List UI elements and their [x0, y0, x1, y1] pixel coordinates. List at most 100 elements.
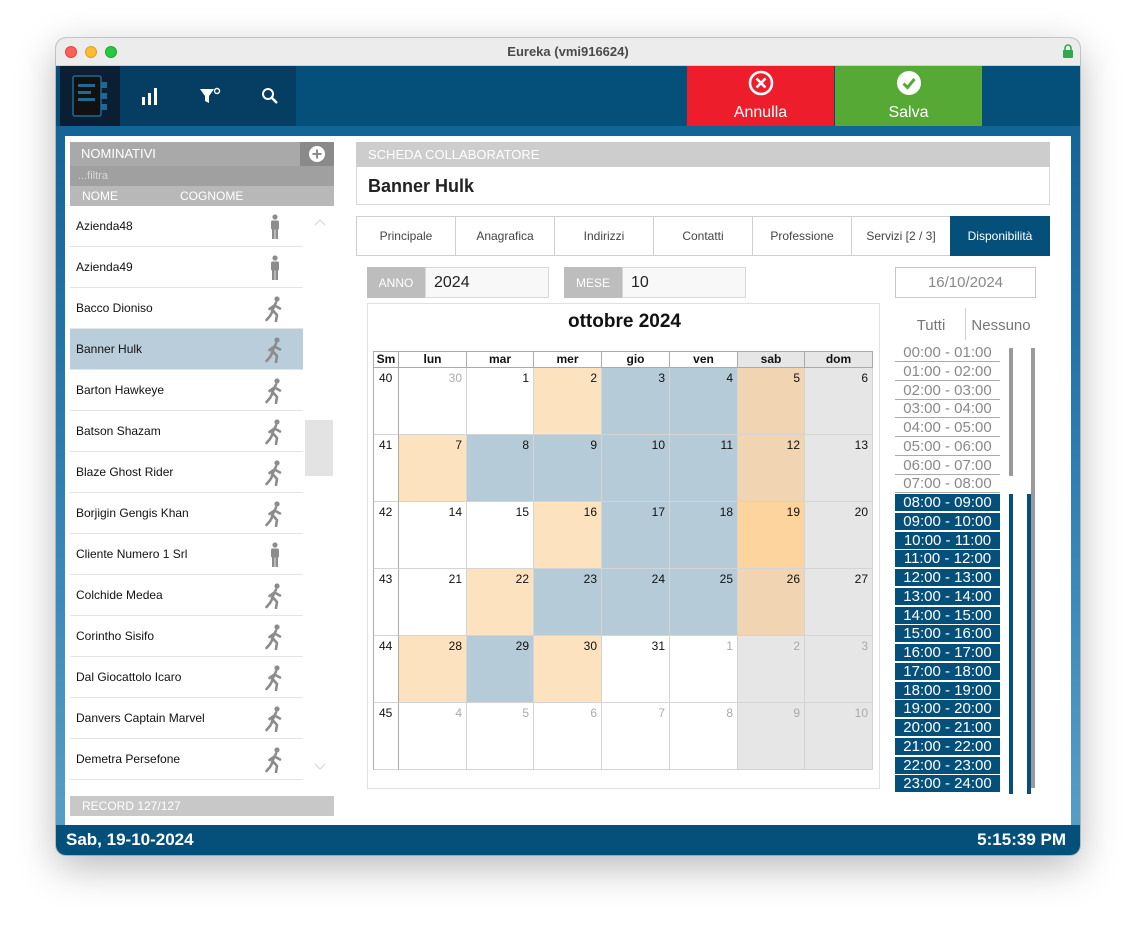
- calendar-day[interactable]: 15: [467, 502, 534, 569]
- calendar-day[interactable]: 12: [738, 435, 805, 502]
- calendar-day[interactable]: 6: [805, 368, 873, 435]
- close-window-button[interactable]: [65, 46, 77, 58]
- tab-servizi-2-3[interactable]: Servizi [2 / 3]: [851, 216, 950, 256]
- calendar-day[interactable]: 5: [738, 368, 805, 435]
- calendar-day[interactable]: 13: [805, 435, 873, 502]
- select-no-slots-button[interactable]: Nessuno: [971, 317, 1031, 334]
- calendar-day[interactable]: 11: [670, 435, 738, 502]
- calendar-day[interactable]: 6: [534, 703, 602, 770]
- calendar-day[interactable]: 22: [467, 569, 534, 636]
- calendar-day[interactable]: 1: [467, 368, 534, 435]
- calendar-day[interactable]: 23: [534, 569, 602, 636]
- timeslot-item[interactable]: 01:00 - 02:00: [895, 362, 1000, 381]
- calendar-day[interactable]: 4: [399, 703, 467, 770]
- calendar-day[interactable]: 10: [805, 703, 873, 770]
- filter-button[interactable]: [180, 66, 240, 126]
- tab-indirizzi[interactable]: Indirizzi: [554, 216, 653, 256]
- timeslot-item[interactable]: 20:00 - 21:00: [895, 719, 1000, 737]
- cancel-button[interactable]: Annulla: [687, 66, 834, 126]
- selected-date-field[interactable]: 16/10/2024: [895, 267, 1036, 298]
- timeslot-item[interactable]: 22:00 - 23:00: [895, 756, 1000, 775]
- minimize-window-button[interactable]: [85, 46, 97, 58]
- notebook-button[interactable]: [60, 66, 120, 126]
- list-item[interactable]: Batson Shazam: [70, 411, 303, 452]
- list-scrollbar[interactable]: [303, 206, 334, 784]
- list-item[interactable]: Corintho Sisifo: [70, 616, 303, 657]
- timeslot-item[interactable]: 05:00 - 06:00: [895, 437, 1000, 456]
- search-button[interactable]: [240, 66, 300, 126]
- list-item[interactable]: Barton Hawkeye: [70, 370, 303, 411]
- timeslot-item[interactable]: 10:00 - 11:00: [895, 531, 1000, 550]
- chevron-up-icon[interactable]: [314, 218, 326, 226]
- tab-anagrafica[interactable]: Anagrafica: [455, 216, 554, 256]
- calendar-day[interactable]: 16: [534, 502, 602, 569]
- timeslot-item[interactable]: 07:00 - 08:00: [895, 475, 1000, 494]
- calendar-day[interactable]: 7: [602, 703, 670, 770]
- calendar-day[interactable]: 30: [534, 636, 602, 703]
- column-name[interactable]: NOME: [82, 189, 118, 203]
- list-scroll-thumb[interactable]: [305, 420, 333, 476]
- timeslot-item[interactable]: 14:00 - 15:00: [895, 606, 1000, 625]
- calendar-day[interactable]: 25: [670, 569, 738, 636]
- timeslot-item[interactable]: 12:00 - 13:00: [895, 569, 1000, 587]
- add-contact-button[interactable]: [300, 142, 334, 166]
- timeslot-item[interactable]: 06:00 - 07:00: [895, 456, 1000, 475]
- calendar-day[interactable]: 7: [399, 435, 467, 502]
- column-surname[interactable]: COGNOME: [180, 189, 244, 203]
- timeslot-item[interactable]: 16:00 - 17:00: [895, 644, 1000, 662]
- calendar-day[interactable]: 3: [805, 636, 873, 703]
- select-all-slots-button[interactable]: Tutti: [916, 317, 946, 334]
- chevron-down-icon[interactable]: [314, 763, 326, 771]
- calendar-day[interactable]: 3: [602, 368, 670, 435]
- calendar-day[interactable]: 5: [467, 703, 534, 770]
- timeslot-item[interactable]: 15:00 - 16:00: [895, 625, 1000, 644]
- calendar-day[interactable]: 14: [399, 502, 467, 569]
- tab-professione[interactable]: Professione: [752, 216, 851, 256]
- year-field[interactable]: 2024: [425, 267, 549, 298]
- list-item[interactable]: Borjigin Gengis Khan: [70, 493, 303, 534]
- timeslot-item[interactable]: 21:00 - 22:00: [895, 737, 1000, 756]
- calendar-day[interactable]: 4: [670, 368, 738, 435]
- list-item[interactable]: Dal Giocattolo Icaro: [70, 657, 303, 698]
- tab-principale[interactable]: Principale: [356, 216, 455, 256]
- calendar-day[interactable]: 2: [738, 636, 805, 703]
- zoom-window-button[interactable]: [105, 46, 117, 58]
- timeslot-item[interactable]: 17:00 - 18:00: [895, 662, 1000, 681]
- month-field[interactable]: 10: [622, 267, 746, 298]
- list-item[interactable]: Blaze Ghost Rider: [70, 452, 303, 493]
- timeslot-item[interactable]: 19:00 - 20:00: [895, 700, 1000, 719]
- calendar-day[interactable]: 30: [399, 368, 467, 435]
- timeslot-item[interactable]: 08:00 - 09:00: [895, 494, 1000, 512]
- calendar-day[interactable]: 2: [534, 368, 602, 435]
- calendar-day[interactable]: 28: [399, 636, 467, 703]
- list-item[interactable]: Bacco Dioniso: [70, 288, 303, 329]
- list-item[interactable]: Azienda49: [70, 247, 303, 288]
- calendar-day[interactable]: 19: [738, 502, 805, 569]
- calendar-day[interactable]: 26: [738, 569, 805, 636]
- list-item[interactable]: Azienda48: [70, 206, 303, 247]
- calendar-day[interactable]: 21: [399, 569, 467, 636]
- timeslot-item[interactable]: 11:00 - 12:00: [895, 550, 1000, 569]
- list-item[interactable]: Banner Hulk: [70, 329, 303, 370]
- calendar-day[interactable]: 10: [602, 435, 670, 502]
- timeslot-item[interactable]: 04:00 - 05:00: [895, 419, 1000, 437]
- list-item[interactable]: Danvers Captain Marvel: [70, 698, 303, 739]
- list-item[interactable]: Colchide Medea: [70, 575, 303, 616]
- filter-input[interactable]: ...filtra: [70, 166, 334, 186]
- timeslot-item[interactable]: 09:00 - 10:00: [895, 512, 1000, 531]
- timeslot-item[interactable]: 13:00 - 14:00: [895, 587, 1000, 606]
- calendar-day[interactable]: 9: [738, 703, 805, 770]
- calendar-day[interactable]: 29: [467, 636, 534, 703]
- list-item[interactable]: Demetra Persefone: [70, 739, 303, 780]
- timeslot-item[interactable]: 00:00 - 01:00: [895, 344, 1000, 362]
- calendar-day[interactable]: 27: [805, 569, 873, 636]
- calendar-day[interactable]: 1: [670, 636, 738, 703]
- calendar-day[interactable]: 18: [670, 502, 738, 569]
- tab-disponibilità[interactable]: Disponibilità: [950, 216, 1050, 256]
- timeslot-item[interactable]: 03:00 - 04:00: [895, 400, 1000, 419]
- calendar-day[interactable]: 20: [805, 502, 873, 569]
- list-item[interactable]: Cliente Numero 1 Srl: [70, 534, 303, 575]
- stats-button[interactable]: [120, 66, 180, 126]
- timeslot-item[interactable]: 23:00 - 24:00: [895, 775, 1000, 794]
- calendar-day[interactable]: 9: [534, 435, 602, 502]
